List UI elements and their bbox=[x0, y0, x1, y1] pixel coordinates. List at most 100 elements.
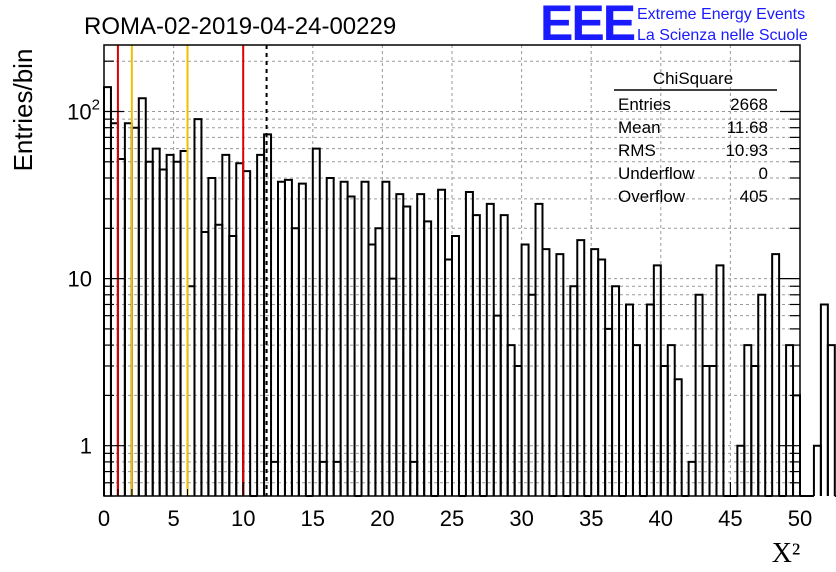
histogram-bar bbox=[569, 285, 579, 496]
histogram-bar bbox=[541, 248, 551, 496]
histogram-bar bbox=[270, 460, 279, 496]
histogram-bar bbox=[604, 327, 614, 496]
x-tick-label: 15 bbox=[301, 506, 325, 531]
y-axis-label: Entries/bin bbox=[8, 49, 38, 172]
histogram-bar bbox=[687, 460, 697, 496]
y-tick-label: 102 bbox=[67, 96, 100, 124]
histogram-bar bbox=[812, 444, 822, 496]
histogram-bar bbox=[708, 364, 718, 496]
histogram-bar bbox=[437, 188, 447, 496]
histogram-bar bbox=[339, 180, 349, 496]
stats-label: Entries bbox=[618, 95, 671, 114]
stats-box: ChiSquare Entries 2668 Mean 11.68 RMS 10.93 Un… bbox=[614, 69, 777, 206]
x-tick-label: 35 bbox=[579, 506, 603, 531]
histogram-bar bbox=[123, 122, 133, 496]
histogram-bar bbox=[631, 344, 641, 496]
histogram-bar bbox=[207, 176, 217, 496]
histogram-bar bbox=[283, 178, 293, 496]
stats-value: 0 bbox=[759, 164, 768, 183]
histogram-bar bbox=[771, 253, 781, 496]
histogram-bar bbox=[332, 460, 342, 496]
histogram-bar bbox=[492, 314, 502, 496]
histogram-bar bbox=[785, 344, 795, 496]
x-tick-label: 40 bbox=[649, 506, 673, 531]
histogram-bar bbox=[388, 277, 398, 496]
x-tick-label: 45 bbox=[718, 506, 742, 531]
histogram-bar bbox=[242, 170, 252, 496]
histogram-bar bbox=[555, 253, 565, 496]
histogram-bar bbox=[826, 344, 836, 496]
histogram-bar bbox=[625, 303, 634, 496]
x-tick-label: 0 bbox=[98, 506, 110, 531]
x-tick-label: 30 bbox=[509, 506, 533, 531]
stats-value: 405 bbox=[740, 187, 768, 206]
histogram-bar bbox=[165, 153, 175, 496]
histogram-bar bbox=[367, 243, 377, 496]
stats-label: RMS bbox=[618, 141, 656, 160]
histogram-bar bbox=[130, 126, 140, 496]
histogram-bar bbox=[750, 364, 760, 496]
histogram-bar bbox=[325, 176, 335, 496]
histogram-bar bbox=[423, 220, 433, 496]
x-tick-label: 50 bbox=[788, 506, 812, 531]
histogram-bar bbox=[277, 180, 286, 496]
x-tick-label: 20 bbox=[370, 506, 394, 531]
histogram-bar bbox=[673, 378, 683, 496]
y-axis-ticks: 1 10 102 bbox=[67, 60, 800, 497]
histogram-bar bbox=[311, 147, 321, 496]
stats-label: Overflow bbox=[618, 187, 686, 206]
histogram-bar bbox=[499, 214, 509, 496]
histogram-bar bbox=[346, 195, 356, 496]
histogram-bar bbox=[409, 460, 419, 496]
histogram-bar bbox=[520, 243, 530, 496]
histogram-bar bbox=[200, 231, 210, 496]
histogram-bar bbox=[137, 97, 147, 496]
histogram-bar bbox=[819, 303, 829, 496]
reference-lines bbox=[116, 45, 268, 496]
histogram-bar bbox=[471, 214, 481, 496]
histogram-bar bbox=[451, 234, 460, 496]
histogram-bar bbox=[645, 303, 655, 496]
histogram-bar bbox=[214, 223, 224, 496]
histogram-bar bbox=[757, 293, 767, 496]
histogram-bar bbox=[109, 122, 119, 496]
histogram-bar bbox=[256, 153, 266, 496]
x-axis-ticks: 0 5 10 15 20 25 30 35 40 45 50 bbox=[98, 482, 812, 531]
histogram-bar bbox=[318, 460, 328, 496]
histogram-bar bbox=[374, 227, 384, 496]
histogram-bar bbox=[513, 364, 523, 496]
histogram-bar bbox=[666, 344, 676, 496]
histogram-bar bbox=[534, 202, 544, 496]
histogram-bar bbox=[186, 285, 196, 496]
x-tick-label: 5 bbox=[167, 506, 179, 531]
histogram-bar bbox=[381, 180, 391, 496]
histogram-bars bbox=[103, 86, 836, 497]
logo-line-1: Extreme Energy Events bbox=[637, 6, 805, 23]
histogram-bar bbox=[576, 239, 586, 496]
histogram-bar bbox=[221, 153, 231, 496]
histogram-bar bbox=[659, 364, 669, 496]
histogram-bar bbox=[179, 150, 189, 496]
histogram-bar bbox=[506, 344, 516, 496]
histogram-bar bbox=[290, 227, 300, 496]
stats-value: 11.68 bbox=[727, 118, 768, 137]
histogram-bar bbox=[715, 264, 725, 496]
x-tick-label: 25 bbox=[440, 506, 464, 531]
logo-line-2: La Scienza nelle Scuole bbox=[637, 27, 808, 44]
histogram-bar bbox=[151, 147, 161, 496]
x-axis-label: X² bbox=[772, 538, 801, 569]
stats-value: 10.93 bbox=[725, 141, 768, 160]
y-tick-label: 1 bbox=[80, 434, 92, 459]
histogram-bar bbox=[193, 118, 203, 496]
histogram-bar bbox=[485, 202, 495, 496]
y-tick-label: 10 bbox=[68, 267, 92, 292]
histogram-bar bbox=[360, 180, 370, 496]
eee-logo: EEE Extreme Energy Events La Scienza nel… bbox=[540, 0, 808, 51]
histogram-bar bbox=[402, 205, 412, 496]
stats-label: Underflow bbox=[618, 164, 695, 183]
x-tick-label: 10 bbox=[231, 506, 255, 531]
chart-title: ROMA-02-2019-04-24-00229 bbox=[84, 13, 396, 40]
stats-label: Mean bbox=[618, 118, 661, 137]
histogram-bar bbox=[263, 133, 273, 496]
